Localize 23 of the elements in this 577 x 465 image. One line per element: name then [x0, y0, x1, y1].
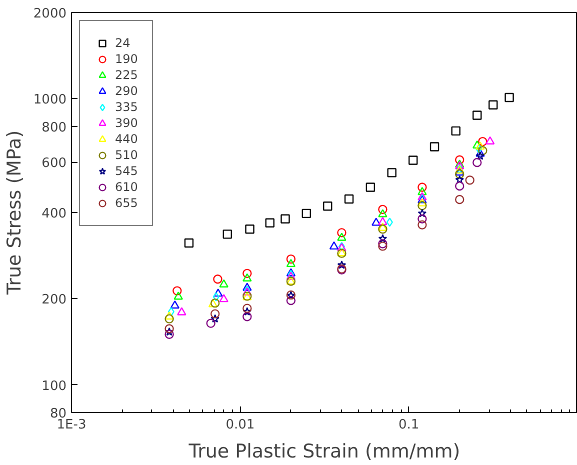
legend-label: 24 [115, 36, 132, 50]
y-tick-label: 600 [42, 156, 67, 172]
legend-label: 190 [115, 52, 138, 66]
y-axis-title: True Stress (MPa) [3, 130, 26, 296]
legend-label: 290 [115, 84, 138, 98]
y-tick-label: 400 [42, 206, 67, 222]
legend-label: 440 [115, 132, 138, 146]
y-tick-label: 100 [42, 378, 67, 394]
legend-label: 545 [115, 164, 138, 178]
x-tick-label: 1E-3 [56, 418, 86, 432]
legend-label: 510 [115, 148, 138, 162]
y-tick-label: 2000 [33, 6, 67, 22]
legend-label: 610 [115, 180, 138, 194]
x-tick-label: 0.1 [398, 418, 420, 432]
y-tick-label: 200 [42, 292, 67, 308]
x-axis-title: True Plastic Strain (mm/mm) [188, 440, 460, 462]
y-tick-label: 800 [42, 120, 67, 136]
legend-label: 655 [115, 196, 138, 210]
x-tick-label: 0.01 [226, 418, 255, 432]
legend-label: 335 [115, 100, 138, 114]
legend-label: 225 [115, 68, 138, 82]
y-tick-label: 1000 [33, 92, 67, 108]
legend-label: 390 [115, 116, 138, 130]
